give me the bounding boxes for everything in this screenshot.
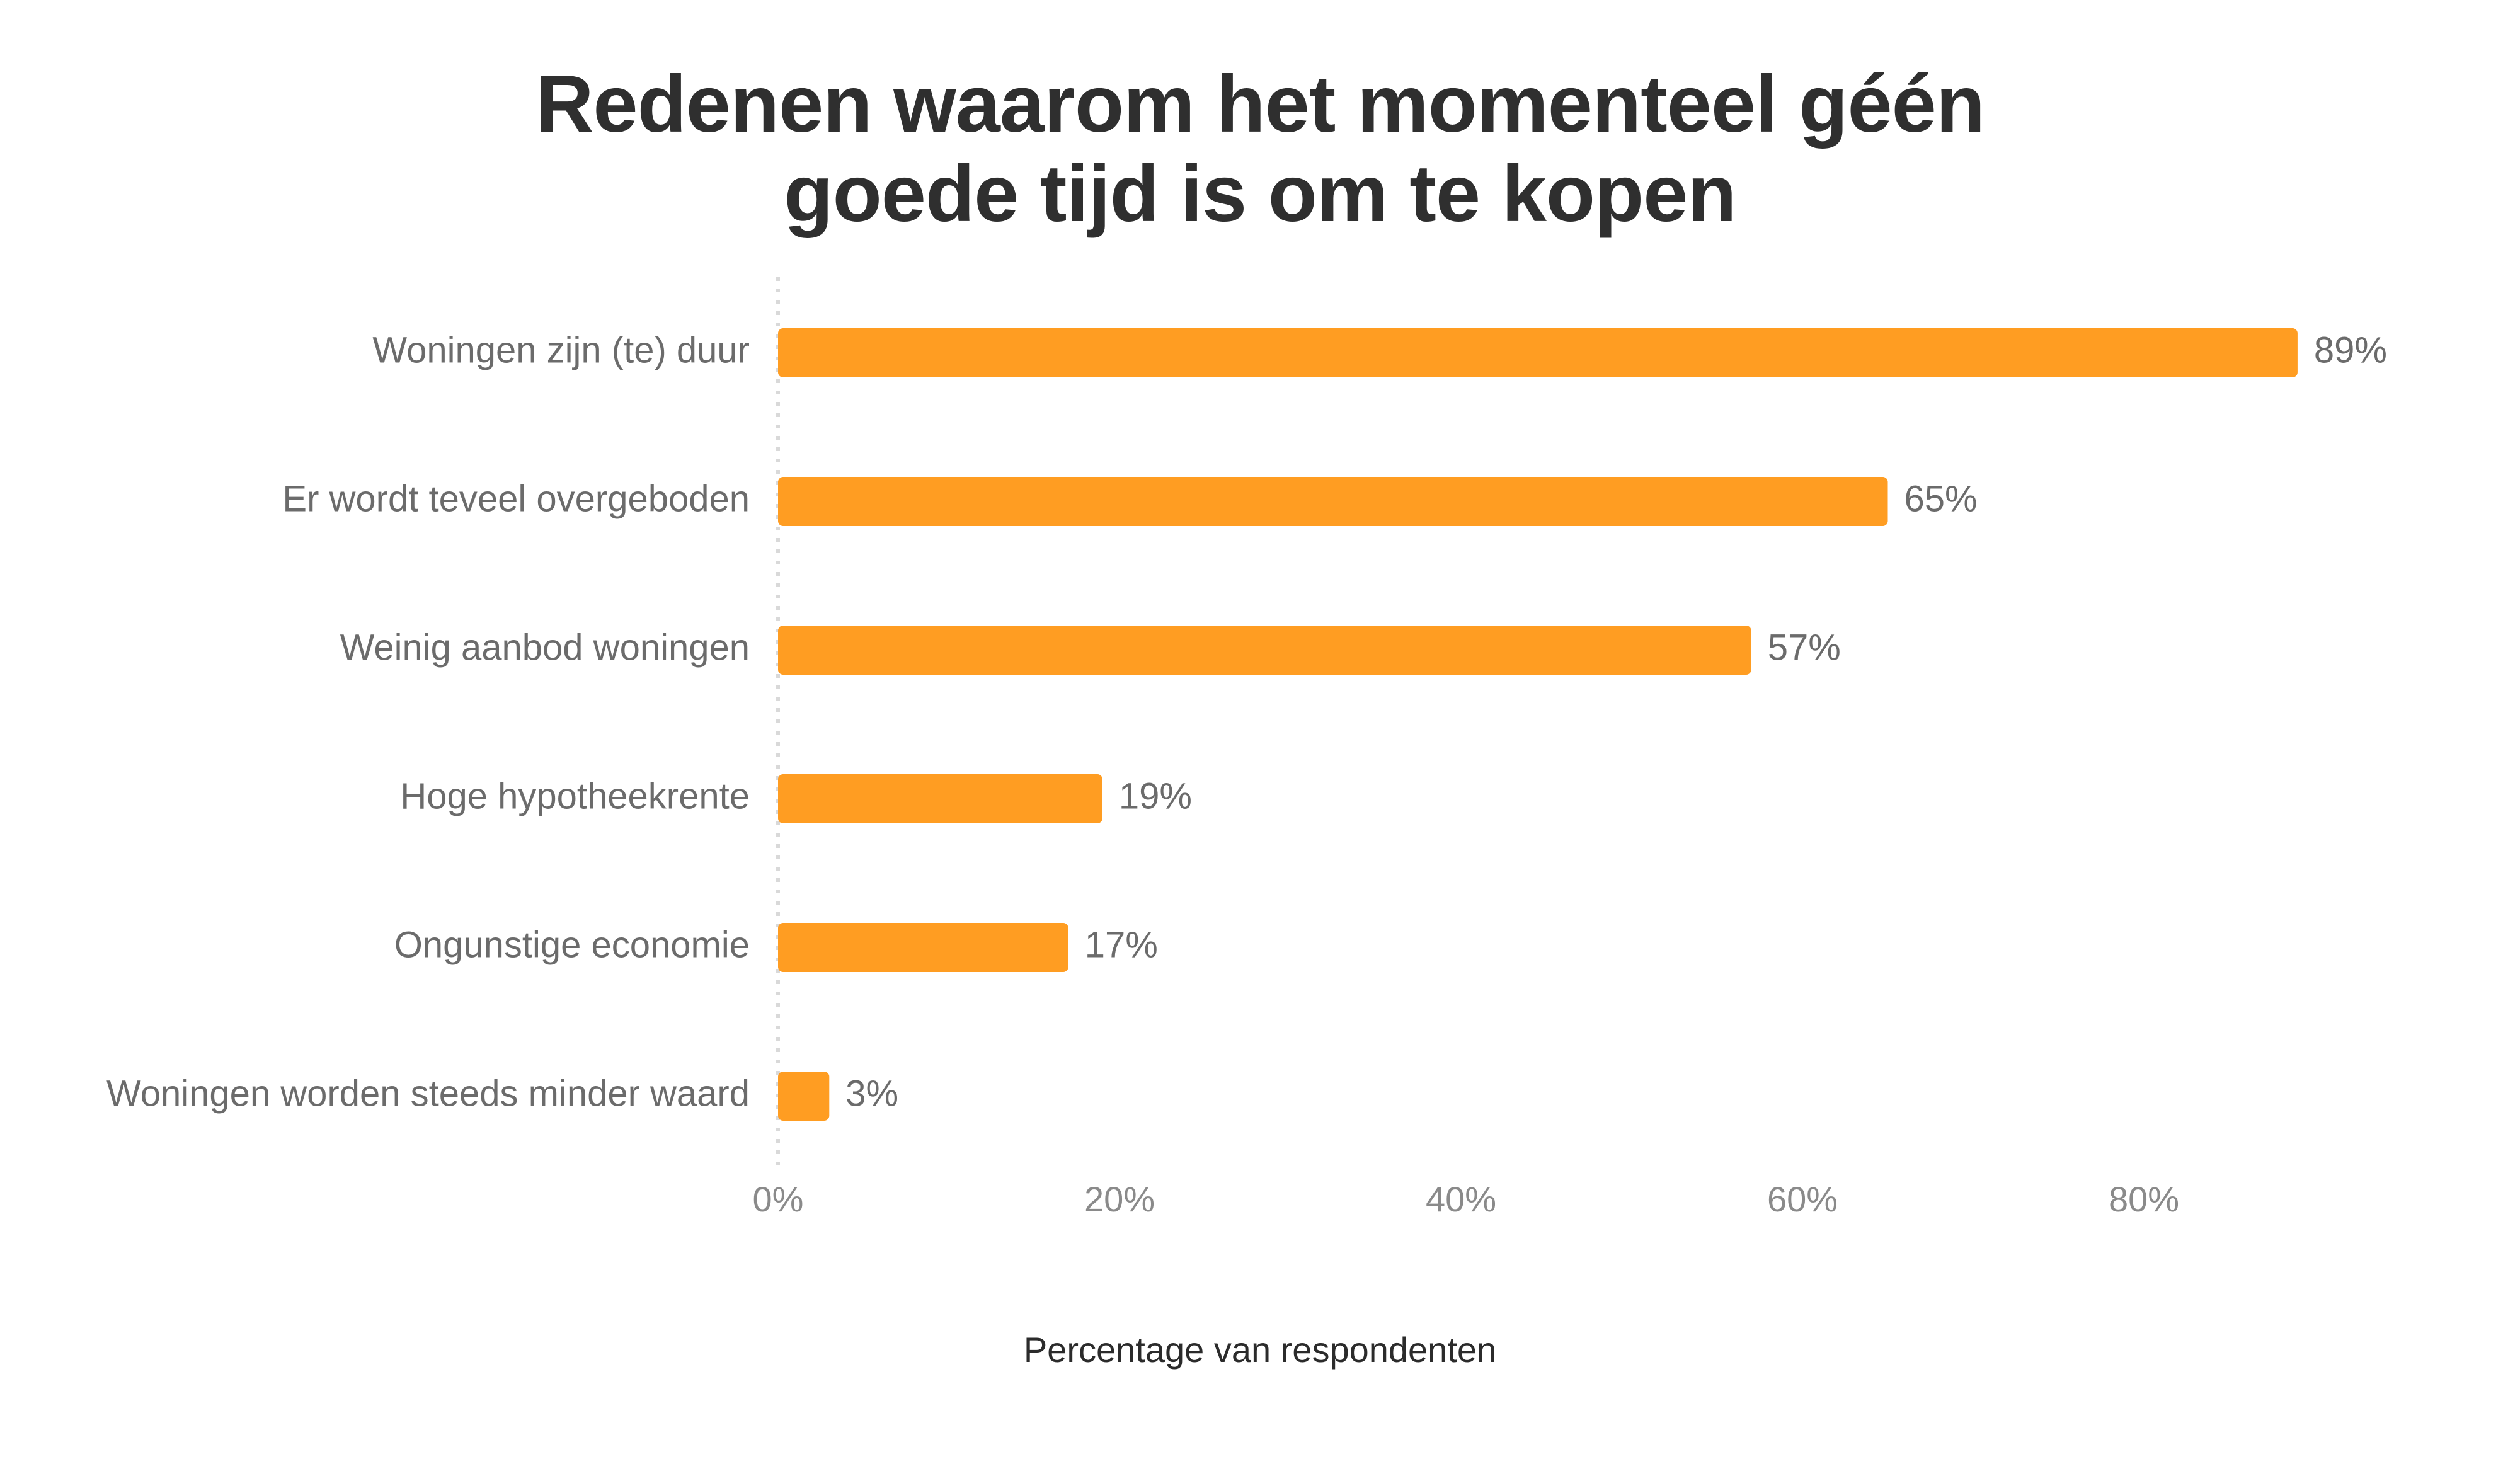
- chart-title-line-2: goede tijd is om te kopen: [784, 149, 1736, 239]
- value-label-1: 65%: [1904, 478, 1978, 519]
- labels-layer: Woningen zijn (te) duur 89% Er wordt tevee…: [106, 329, 2387, 1114]
- bar-4: [778, 923, 1068, 972]
- value-label-5: 3%: [845, 1073, 898, 1114]
- x-tick-label-1: 20%: [1084, 1179, 1155, 1219]
- bar-3: [778, 774, 1102, 823]
- x-tick-label-0: 0%: [753, 1179, 804, 1219]
- bars-layer: [778, 328, 2298, 1121]
- x-tick-label-4: 80%: [2109, 1179, 2179, 1219]
- value-label-2: 57%: [1768, 627, 1841, 668]
- category-label-4: Ongunstige economie: [394, 924, 750, 965]
- bar-0: [778, 328, 2298, 377]
- bar-5: [778, 1072, 830, 1121]
- x-tick-label-2: 40%: [1426, 1179, 1496, 1219]
- value-label-3: 19%: [1119, 775, 1192, 816]
- bar-1: [778, 477, 1888, 526]
- category-label-0: Woningen zijn (te) duur: [372, 329, 750, 370]
- value-label-4: 17%: [1085, 924, 1158, 965]
- value-label-0: 89%: [2314, 329, 2387, 370]
- x-tick-label-3: 60%: [1767, 1179, 1838, 1219]
- x-ticks-layer: 0% 20% 40% 60% 80%: [753, 1179, 2180, 1219]
- category-label-3: Hoge hypotheekrente: [400, 775, 750, 816]
- category-label-5: Woningen worden steeds minder waard: [106, 1073, 750, 1114]
- chart-title-line-1: Redenen waarom het momenteel géén: [535, 59, 1985, 149]
- category-label-2: Weinig aanbod woningen: [340, 627, 750, 668]
- chart-title: Redenen waarom het momenteel géén goede …: [0, 60, 2520, 239]
- x-axis-label: Percentage van respondenten: [1023, 1330, 1497, 1370]
- bar-2: [778, 626, 1751, 675]
- category-label-1: Er wordt teveel overgeboden: [282, 478, 750, 519]
